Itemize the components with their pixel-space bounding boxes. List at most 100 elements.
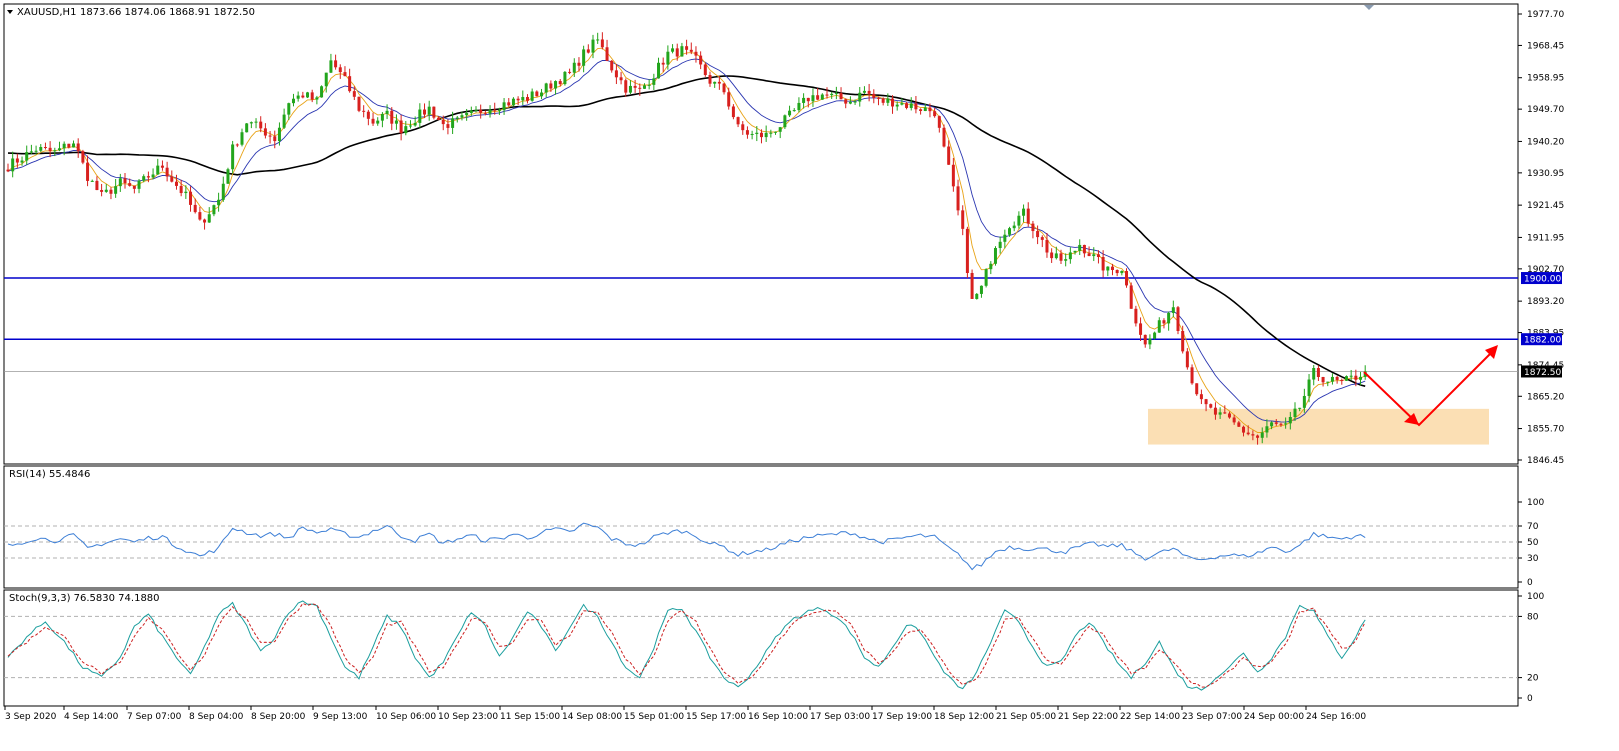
candle <box>694 46 698 63</box>
symbol-title: XAUUSD,H1 <box>17 7 76 18</box>
candle-body <box>90 180 94 182</box>
y-tick-label: 1958.95 <box>1527 74 1564 84</box>
candle-body <box>1008 228 1012 235</box>
candle <box>769 129 773 138</box>
candle <box>989 261 993 275</box>
candle <box>399 114 403 141</box>
level-1882.00-tag-label: 1882.00 <box>1524 336 1561 346</box>
candle-body <box>1096 254 1100 258</box>
candle-body <box>343 72 347 77</box>
candle <box>844 98 848 109</box>
candle <box>43 142 47 150</box>
candle <box>174 174 178 190</box>
candle-body <box>516 98 520 101</box>
candle <box>240 128 244 147</box>
stoch-signal-line <box>7 602 1366 688</box>
candle <box>483 110 487 116</box>
candle <box>329 53 333 74</box>
candle-body <box>226 169 230 184</box>
current-price-tag <box>1521 365 1562 378</box>
candle-body <box>1017 215 1021 226</box>
candle <box>474 106 478 113</box>
candle <box>1359 371 1363 386</box>
candle-body <box>703 64 707 76</box>
candle <box>1223 405 1227 414</box>
x-tick-label: 21 Sep 05:00 <box>996 712 1056 722</box>
candle-body <box>671 48 675 52</box>
candle-body <box>1251 434 1255 436</box>
candle-body <box>53 150 57 152</box>
candle-body <box>774 131 778 133</box>
rsi-pane[interactable] <box>3 465 1519 589</box>
candle <box>525 94 529 104</box>
candle-body <box>1359 376 1363 380</box>
candle <box>301 91 305 99</box>
candle <box>895 101 899 111</box>
x-tick-label: 9 Sep 13:00 <box>313 712 368 722</box>
candle <box>933 107 937 118</box>
candle <box>891 95 895 114</box>
x-tick-label: 7 Sep 07:00 <box>127 712 182 722</box>
candle <box>628 80 632 94</box>
candle <box>1068 247 1072 264</box>
candle <box>497 107 501 115</box>
candle-body <box>1354 375 1358 380</box>
candle-body <box>989 263 993 270</box>
candle <box>661 57 665 72</box>
candle <box>460 111 464 121</box>
candle <box>198 206 202 221</box>
candle-body <box>128 183 132 186</box>
main-pane[interactable] <box>3 3 1519 465</box>
candle <box>942 124 946 148</box>
candle-body <box>1139 323 1143 335</box>
shift-marker-icon[interactable] <box>1364 5 1374 10</box>
candle-body <box>731 106 735 118</box>
candle <box>554 80 558 95</box>
candle <box>881 97 885 106</box>
candle-body <box>334 60 338 68</box>
candle-body <box>198 212 202 220</box>
candle <box>81 149 85 165</box>
candle <box>909 97 913 111</box>
candle <box>1003 229 1007 249</box>
rsi-tick-label: 30 <box>1527 554 1539 564</box>
candle <box>642 83 646 90</box>
y-tick-label: 1968.45 <box>1527 41 1564 51</box>
candle <box>212 204 216 217</box>
candle <box>394 114 398 130</box>
candle-body <box>1129 285 1133 309</box>
candle-body <box>820 94 824 100</box>
candle-body <box>657 62 661 79</box>
candle <box>928 103 932 118</box>
candle-body <box>310 92 314 100</box>
candle <box>652 73 656 91</box>
candle-body <box>1101 257 1105 271</box>
y-tick-label: 1921.45 <box>1527 201 1564 211</box>
candle-body <box>1167 312 1171 324</box>
candle-body <box>1082 244 1086 254</box>
candle <box>1064 253 1068 267</box>
candle <box>1078 239 1082 256</box>
candle <box>268 130 272 144</box>
candle <box>993 246 997 266</box>
candle-body <box>965 228 969 274</box>
candle-body <box>1068 252 1072 260</box>
candle <box>1125 268 1129 288</box>
candle <box>479 104 483 119</box>
candle-body <box>507 102 511 106</box>
candle-body <box>104 189 108 192</box>
candle <box>11 151 15 178</box>
candle-body <box>956 186 960 211</box>
candle <box>315 95 319 105</box>
candle <box>15 153 19 168</box>
candle <box>254 118 258 129</box>
candle-body <box>699 55 703 65</box>
candle-body <box>259 121 263 129</box>
stoch-tick-label: 0 <box>1527 694 1533 704</box>
candle <box>867 83 871 102</box>
stoch-pane[interactable] <box>3 589 1519 707</box>
candle-body <box>525 97 529 101</box>
menu-triangle-icon[interactable] <box>7 10 13 14</box>
candle-body <box>329 60 333 73</box>
